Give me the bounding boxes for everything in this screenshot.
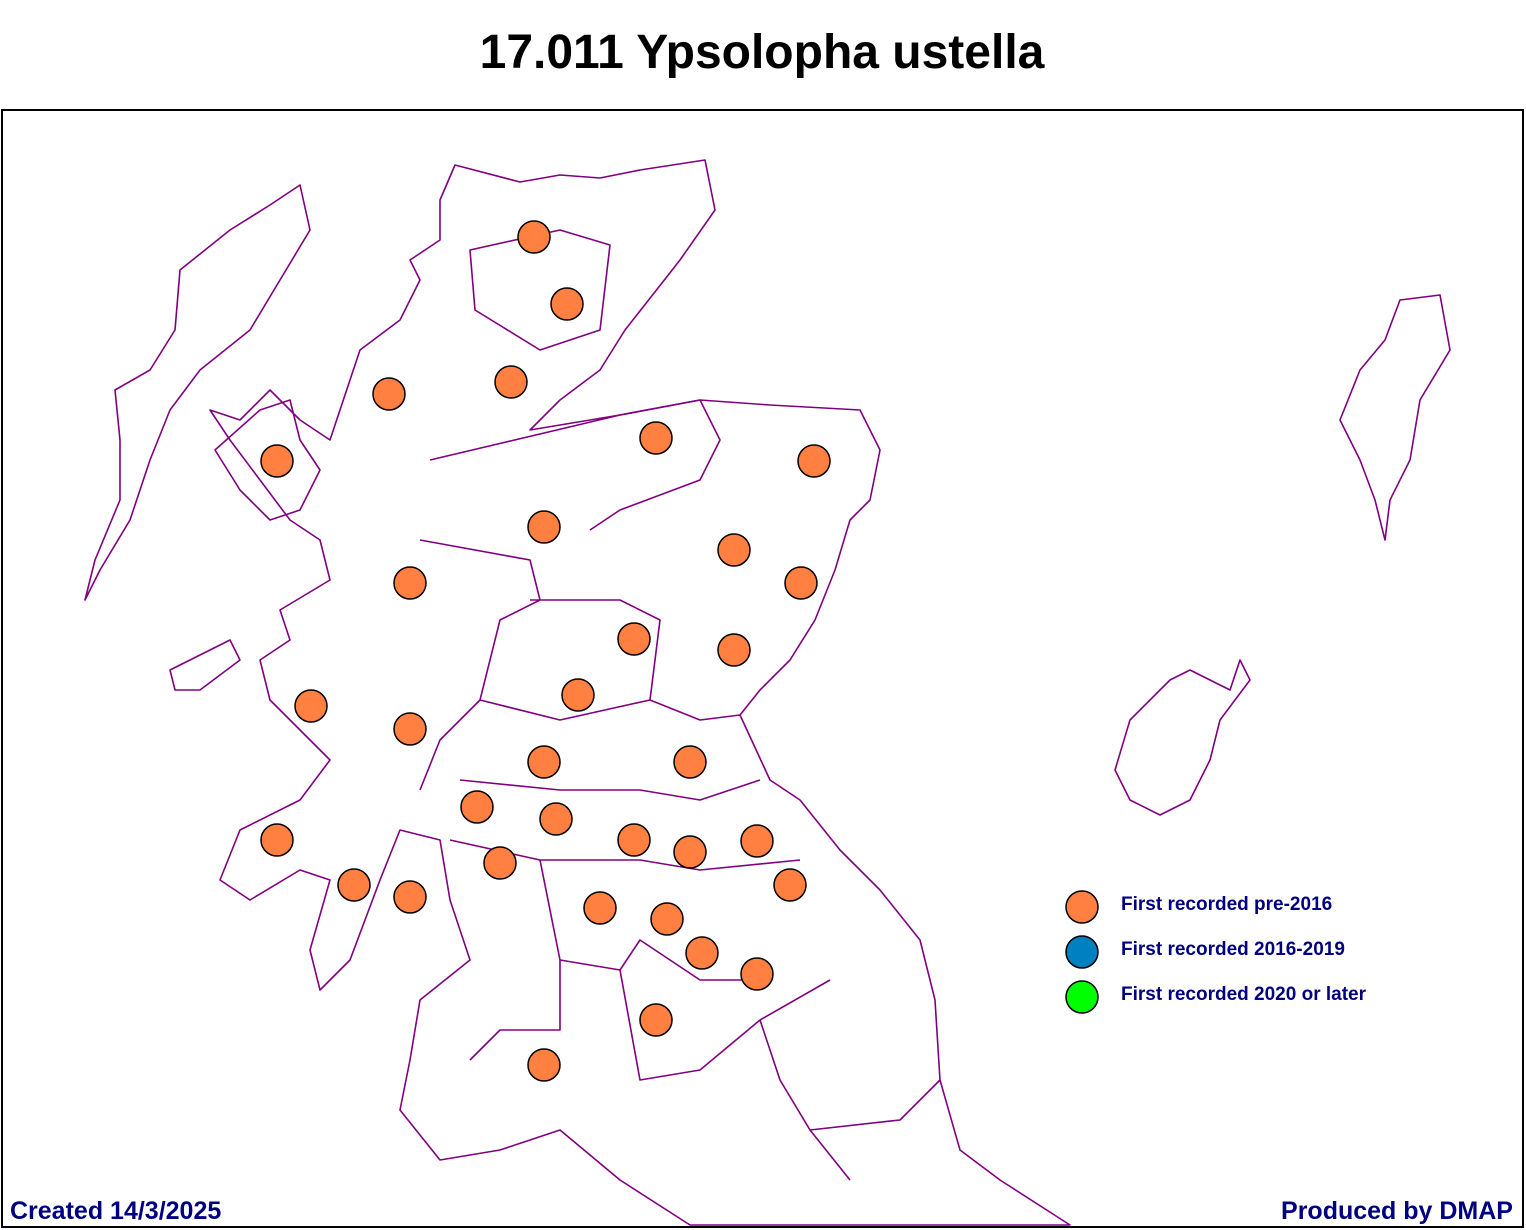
record-dot [617,823,651,857]
record-dot [561,678,595,712]
record-dot [483,846,517,880]
record-dot [639,1003,673,1037]
created-date: Created 14/3/2025 [10,1197,221,1225]
record-dot [494,365,528,399]
record-dot [639,421,673,455]
record-dot [527,510,561,544]
mull [169,639,241,691]
map-frame [1,109,1524,1228]
record-dot [393,566,427,600]
record-dot [650,902,684,936]
legend: First recorded pre-2016 First recorded 20… [1065,890,1367,1014]
record-dot [740,824,774,858]
mainland [209,159,1071,1226]
record-dot [372,377,406,411]
record-dot [550,287,584,321]
legend-label: First recorded 2016-2019 [1121,939,1345,960]
outer-hebrides [84,184,311,601]
orkney [1114,659,1251,816]
record-dot [527,1048,561,1082]
record-dot [717,533,751,567]
record-dot [517,220,551,254]
record-dot [784,566,818,600]
record-dot [617,622,651,656]
record-dot [294,689,328,723]
legend-swatch [1065,890,1099,924]
record-dot [740,957,774,991]
record-dot [797,444,831,478]
producer: Produced by DMAP [1281,1197,1513,1225]
record-dot [673,745,707,779]
legend-swatch [1065,935,1099,969]
shetland [1339,294,1451,541]
legend-label: First recorded 2020 or later [1121,984,1367,1005]
coastline [84,159,1451,1226]
legend-label: First recorded pre-2016 [1121,894,1332,915]
record-dot [717,633,751,667]
record-dot [260,444,294,478]
record-dot [527,745,561,779]
record-dot [460,790,494,824]
record-dot [685,936,719,970]
record-dot [393,880,427,914]
record-dot [773,868,807,902]
record-dot [539,802,573,836]
legend-swatch [1065,980,1099,1014]
record-dot [393,712,427,746]
map-title: 17.011 Ypsolopha ustella [480,26,1045,79]
record-dot [260,823,294,857]
record-dot [583,891,617,925]
record-dot [337,868,371,902]
record-dots [260,220,831,1082]
record-dot [673,835,707,869]
county-boundaries [419,229,941,1181]
skye [214,399,321,521]
